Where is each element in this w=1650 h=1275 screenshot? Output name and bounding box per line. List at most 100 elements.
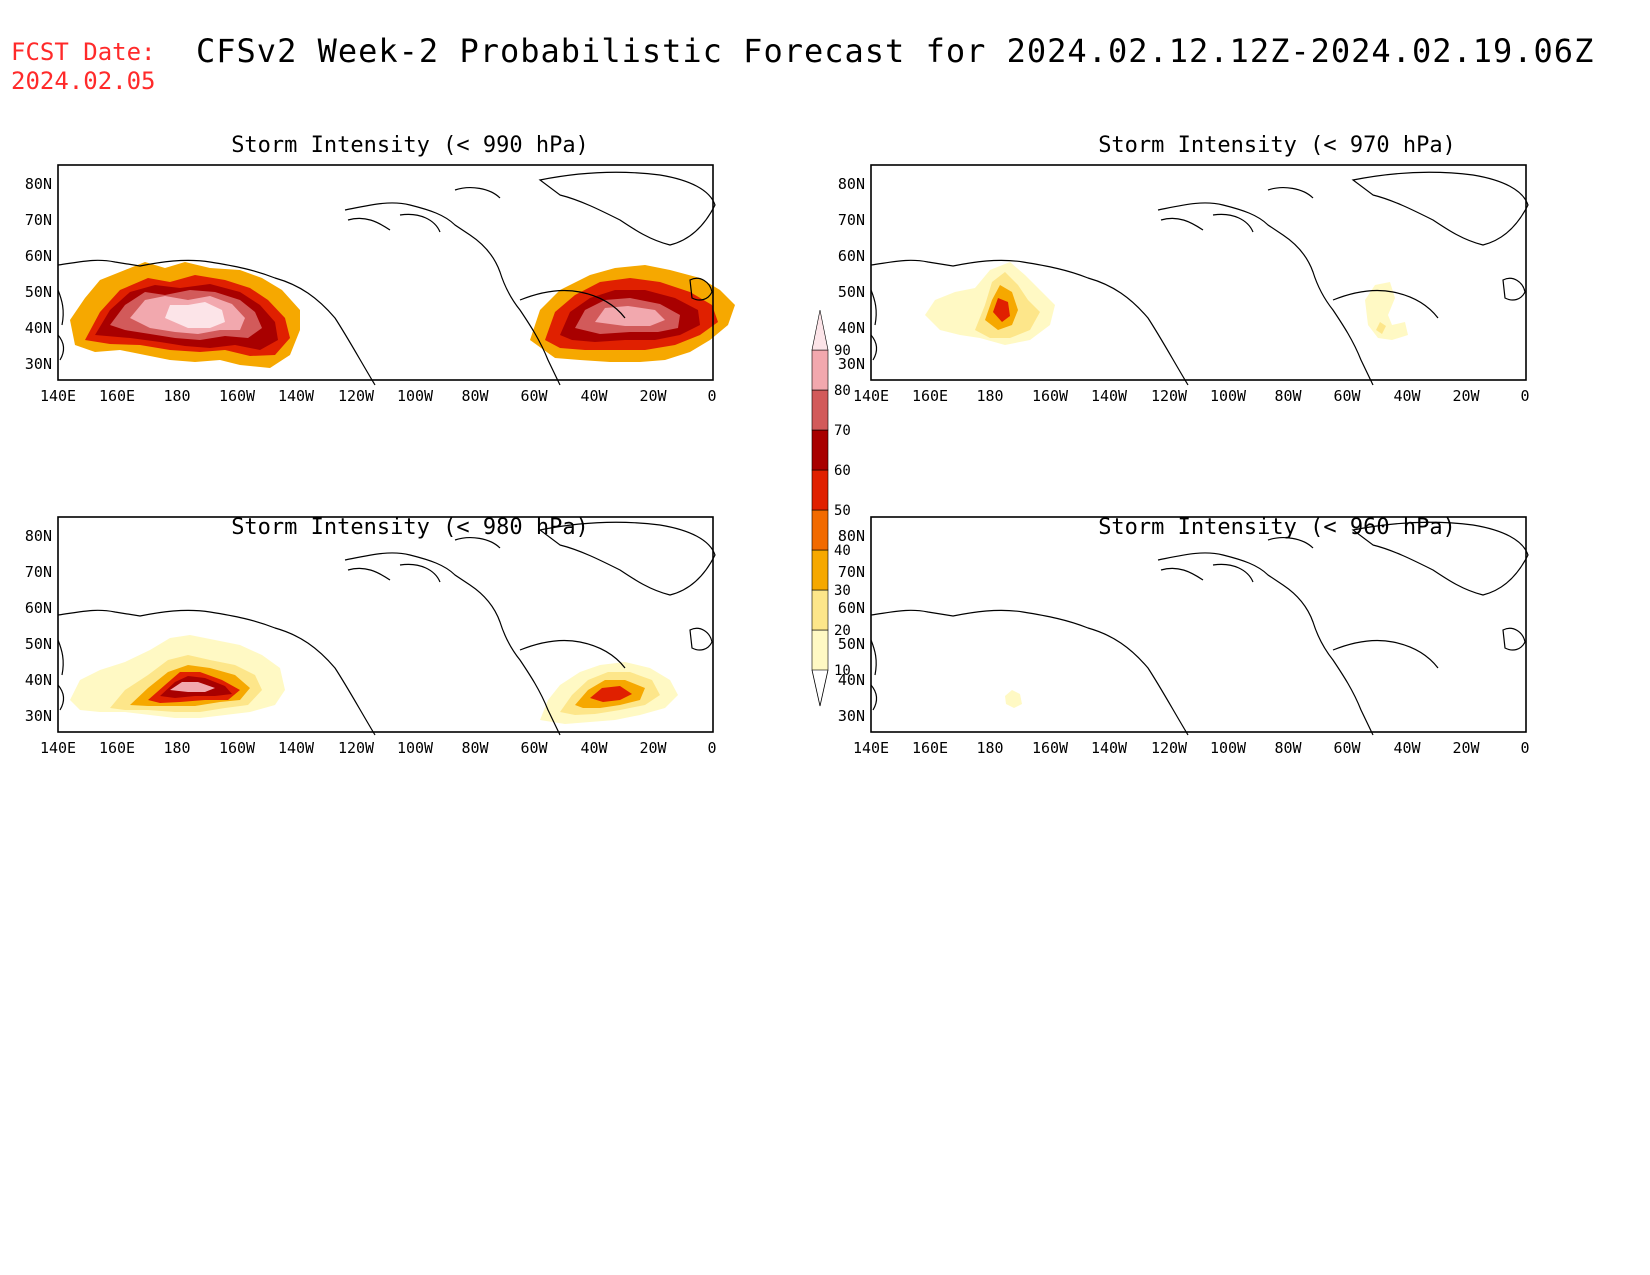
lon-label: 100W — [397, 739, 434, 757]
colorbar-label: 20 — [834, 623, 851, 639]
probability-shading-980 — [70, 635, 678, 724]
colorbar-tail — [811, 669, 829, 707]
lon-label: 120W — [338, 739, 375, 757]
probability-shading-960 — [1005, 690, 1022, 708]
lat-label: 60N — [25, 247, 52, 265]
lon-label: 60W — [1333, 739, 1361, 757]
colorbar-label: 70 — [834, 423, 851, 439]
lon-label: 160W — [219, 739, 256, 757]
lon-label: 180 — [976, 739, 1003, 757]
colorbar-segment — [811, 309, 829, 351]
lat-label: 50N — [25, 283, 52, 301]
colorbar-segment — [811, 349, 829, 391]
lon-label: 60W — [520, 739, 548, 757]
lat-label: 50N — [838, 635, 865, 653]
colorbar: 10 20 30 40 50 60 70 80 90 — [811, 309, 851, 707]
lat-label: 60N — [838, 599, 865, 617]
lon-label: 120W — [1151, 739, 1188, 757]
colorbar-segment — [811, 629, 829, 671]
lon-label: 180 — [163, 739, 190, 757]
colorbar-segment — [811, 429, 829, 471]
lon-label: 80W — [461, 387, 489, 405]
colorbar-label: 30 — [834, 583, 851, 599]
lon-label: 160E — [912, 387, 948, 405]
lat-axis-960: 80N 70N 60N 50N 40N 30N — [838, 527, 865, 725]
lon-label: 160E — [912, 739, 948, 757]
lat-axis-970: 80N 70N 60N 50N 40N 30N — [838, 175, 865, 373]
lat-label: 30N — [25, 707, 52, 725]
lon-axis-990: 140E 160E 180 160W 140W 120W 100W 80W 60… — [40, 387, 717, 405]
lon-label: 80W — [461, 739, 489, 757]
lon-label: 60W — [1333, 387, 1361, 405]
lon-label: 20W — [639, 739, 667, 757]
lon-label: 140E — [853, 387, 889, 405]
coastlines-980 — [57, 521, 716, 736]
lon-label: 40W — [1393, 387, 1421, 405]
colorbar-segment — [811, 509, 829, 551]
map-frame-970 — [870, 164, 1527, 381]
lat-label: 50N — [25, 635, 52, 653]
colorbar-label: 10 — [834, 663, 851, 679]
lat-label: 40N — [838, 671, 865, 689]
lon-axis-980: 140E 160E 180 160W 140W 120W 100W 80W 60… — [40, 739, 717, 757]
colorbar-segment — [811, 469, 829, 511]
lon-label: 160E — [99, 387, 135, 405]
lat-label: 40N — [25, 671, 52, 689]
lon-label: 40W — [1393, 739, 1421, 757]
colorbar-segment — [811, 389, 829, 431]
colorbar-label: 40 — [834, 543, 851, 559]
lon-label: 160E — [99, 739, 135, 757]
map-frame-980 — [57, 516, 714, 733]
lon-label: 140E — [40, 387, 76, 405]
lat-label: 70N — [838, 563, 865, 581]
lat-axis-980: 80N 70N 60N 50N 40N 30N — [25, 527, 52, 725]
lat-axis-990: 80N 70N 60N 50N 40N 30N — [25, 175, 52, 373]
lon-label: 140W — [278, 387, 315, 405]
lat-label: 30N — [838, 707, 865, 725]
forecast-date-label: FCST Date: — [11, 38, 156, 66]
forecast-date-value: 2024.02.05 — [11, 67, 156, 95]
page-title: CFSv2 Week-2 Probabilistic Forecast for … — [196, 32, 1595, 70]
coastlines-960 — [870, 521, 1529, 736]
lat-label: 80N — [838, 527, 865, 545]
lon-label: 100W — [1210, 387, 1247, 405]
colorbar-label: 60 — [834, 463, 851, 479]
lon-label: 0 — [1520, 739, 1529, 757]
lat-label: 70N — [25, 211, 52, 229]
lon-label: 140W — [278, 739, 315, 757]
lat-label: 70N — [838, 211, 865, 229]
lat-label: 50N — [838, 283, 865, 301]
lon-label: 0 — [707, 387, 716, 405]
lon-label: 140W — [1091, 739, 1128, 757]
panel-title-980: Storm Intensity (< 980 hPa) — [231, 515, 589, 540]
lat-label: 60N — [838, 247, 865, 265]
colorbar-segment — [811, 549, 829, 591]
lon-label: 0 — [707, 739, 716, 757]
probability-shading-990 — [70, 262, 735, 368]
lat-label: 30N — [25, 355, 52, 373]
lon-label: 140E — [853, 739, 889, 757]
lon-label: 40W — [580, 387, 608, 405]
lon-label: 160W — [1032, 387, 1069, 405]
lon-label: 160W — [1032, 739, 1069, 757]
lat-label: 40N — [838, 319, 865, 337]
lon-label: 120W — [1151, 387, 1188, 405]
map-frame-990 — [57, 164, 714, 381]
map-frame-960 — [870, 516, 1527, 733]
lon-label: 180 — [976, 387, 1003, 405]
lon-label: 100W — [1210, 739, 1247, 757]
lat-label: 30N — [838, 355, 865, 373]
lon-label: 20W — [1452, 387, 1480, 405]
lon-label: 20W — [1452, 739, 1480, 757]
panel-title-970: Storm Intensity (< 970 hPa) — [1098, 133, 1456, 158]
lon-label: 20W — [639, 387, 667, 405]
coastlines-970 — [870, 171, 1529, 386]
colorbar-label: 90 — [834, 343, 851, 359]
lon-label: 80W — [1274, 387, 1302, 405]
lat-label: 80N — [25, 527, 52, 545]
lon-label: 180 — [163, 387, 190, 405]
probability-shading-970 — [925, 262, 1408, 345]
lon-label: 80W — [1274, 739, 1302, 757]
lon-label: 140E — [40, 739, 76, 757]
